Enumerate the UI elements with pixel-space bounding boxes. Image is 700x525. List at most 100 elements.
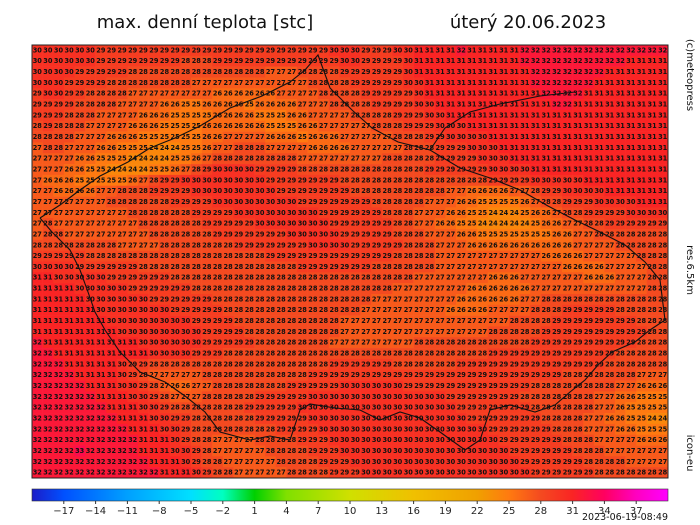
temp-label: 30 — [404, 393, 414, 401]
temp-label: 29 — [573, 360, 583, 368]
temp-label: 28 — [404, 252, 414, 260]
temp-label: 29 — [573, 317, 583, 325]
temp-label: 28 — [234, 144, 244, 152]
temp-label: 27 — [224, 436, 234, 444]
temp-label: 31 — [436, 68, 446, 76]
temp-label: 29 — [584, 339, 594, 347]
temp-label: 30 — [160, 339, 170, 347]
temp-cell — [413, 88, 425, 100]
temp-label: 27 — [245, 133, 255, 141]
temp-label: 31 — [33, 306, 43, 314]
temp-cell — [42, 77, 54, 89]
temp-label: 25 — [637, 404, 647, 412]
temp-label: 28 — [393, 360, 403, 368]
temp-label: 32 — [75, 404, 85, 412]
temp-cell — [85, 109, 96, 122]
temp-cell — [403, 55, 414, 67]
temp-cell — [509, 77, 520, 89]
temp-label: 29 — [128, 285, 138, 293]
temp-label: 26 — [489, 295, 499, 303]
temp-label: 31 — [75, 371, 85, 379]
temp-label: 30 — [457, 436, 467, 444]
temp-label: 28 — [255, 155, 265, 163]
temp-label: 30 — [361, 447, 371, 455]
temp-label: 29 — [383, 68, 393, 76]
temp-label: 28 — [160, 360, 170, 368]
temp-label: 26 — [552, 241, 562, 249]
temp-label: 31 — [658, 90, 668, 98]
temp-label: 27 — [107, 187, 117, 195]
temp-label: 29 — [425, 382, 435, 390]
temp-label: 28 — [383, 187, 393, 195]
temp-label: 28 — [234, 414, 244, 422]
temp-cell — [540, 55, 552, 67]
temp-label: 29 — [287, 425, 297, 433]
temp-label: 30 — [616, 198, 626, 206]
temp-label: 28 — [171, 404, 181, 412]
temp-label: 28 — [287, 274, 297, 282]
temp-label: 30 — [563, 176, 573, 184]
temp-label: 32 — [118, 469, 128, 477]
temp-label: 28 — [149, 360, 159, 368]
temp-label: 28 — [361, 295, 371, 303]
temp-cell — [657, 88, 669, 100]
temp-label: 29 — [266, 404, 276, 412]
temp-label: 28 — [139, 220, 149, 228]
temp-cell — [445, 131, 457, 143]
temp-label: 25 — [181, 155, 191, 163]
temp-label: 29 — [319, 371, 329, 379]
temp-label: 27 — [425, 230, 435, 238]
temp-label: 28 — [118, 198, 128, 206]
temp-cell — [424, 45, 436, 57]
temp-label: 28 — [319, 285, 329, 293]
colorbar-tick-label: 7 — [315, 506, 321, 517]
temp-label: 32 — [75, 414, 85, 422]
temp-cell — [583, 55, 595, 67]
temp-label: 28 — [255, 295, 265, 303]
temp-label: 28 — [287, 350, 297, 358]
temp-label: 28 — [213, 285, 223, 293]
temp-cell — [85, 77, 96, 89]
temp-label: 29 — [531, 447, 541, 455]
temp-label: 27 — [277, 68, 287, 76]
temp-label: 30 — [467, 425, 477, 433]
temp-label: 27 — [467, 263, 477, 271]
temp-cell — [413, 77, 425, 89]
temp-cell — [74, 109, 86, 122]
temp-label: 26 — [648, 436, 658, 444]
temp-cell — [297, 131, 308, 143]
temp-label: 32 — [75, 393, 85, 401]
temp-cell — [307, 120, 319, 132]
temp-label: 30 — [414, 79, 424, 87]
temp-cell — [275, 66, 287, 78]
temp-label: 31 — [658, 122, 668, 130]
temp-label: 31 — [626, 133, 636, 141]
temp-cell — [530, 66, 542, 78]
temp-label: 27 — [96, 230, 106, 238]
colorbar-tick-label: −2 — [215, 506, 230, 517]
temp-cell — [106, 131, 118, 143]
temp-label: 26 — [563, 241, 573, 249]
temp-label: 29 — [308, 252, 318, 260]
temp-cell — [487, 120, 499, 132]
temp-label: 31 — [573, 144, 583, 152]
temp-cell — [381, 99, 393, 111]
temp-label: 32 — [65, 436, 75, 444]
temp-cell — [95, 55, 107, 67]
temp-cell — [85, 99, 96, 111]
temp-label: 27 — [330, 122, 340, 130]
temp-label: 30 — [457, 133, 467, 141]
temp-label: 29 — [33, 90, 43, 98]
temp-label: 28 — [224, 306, 234, 314]
temp-cell — [350, 77, 361, 89]
temp-cell — [159, 88, 171, 100]
temp-label: 29 — [192, 198, 202, 206]
temp-label: 31 — [658, 68, 668, 76]
temp-label: 32 — [542, 46, 552, 54]
temp-label: 30 — [510, 469, 520, 477]
temp-label: 30 — [340, 425, 350, 433]
temp-label: 28 — [202, 252, 212, 260]
temp-label: 26 — [192, 155, 202, 163]
temp-cell — [562, 45, 573, 57]
temp-label: 28 — [181, 68, 191, 76]
